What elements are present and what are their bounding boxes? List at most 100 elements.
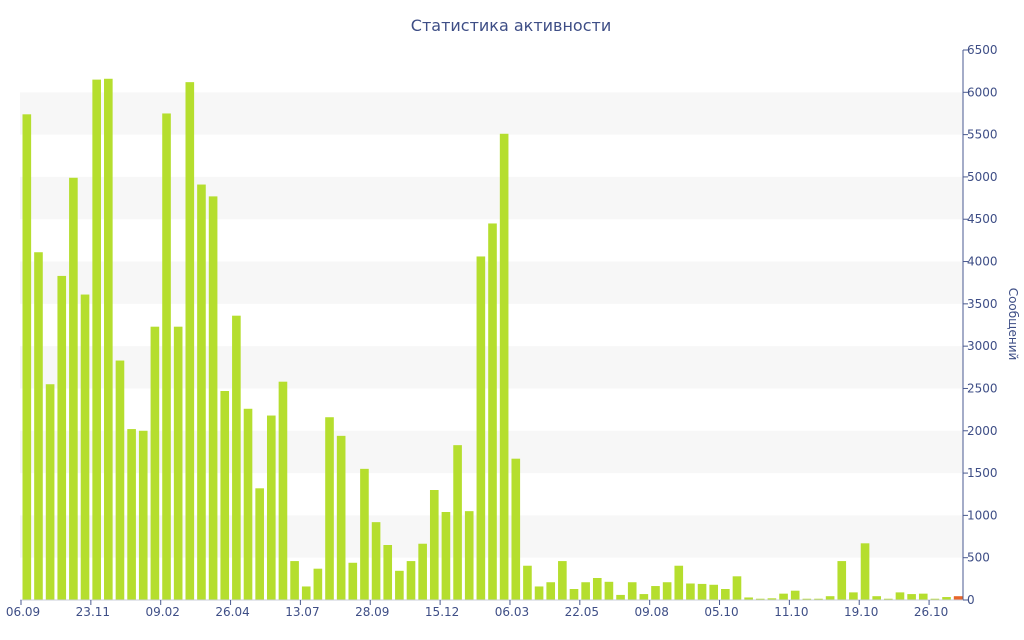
bar [162, 113, 171, 601]
bar [34, 252, 43, 601]
bar [499, 133, 509, 600]
bar [45, 384, 55, 600]
x-tick-label: 05.10 [704, 605, 738, 619]
y-tick-label: 3500 [967, 297, 998, 311]
y-tick-label: 2500 [967, 381, 998, 395]
bar [406, 561, 416, 600]
bar [767, 598, 777, 600]
bar [266, 415, 276, 600]
bar [662, 582, 672, 600]
x-tick-label: 28.09 [355, 605, 389, 619]
bar [278, 381, 288, 600]
bar [837, 561, 847, 600]
bar [511, 458, 521, 600]
bar [104, 78, 113, 600]
bar [360, 468, 369, 600]
bar [115, 360, 125, 600]
bar [185, 82, 195, 600]
bar [325, 417, 334, 600]
bar [22, 114, 32, 600]
x-tick-label: 09.02 [146, 605, 180, 619]
grid-band [20, 92, 963, 135]
bar [290, 561, 299, 600]
bar [127, 429, 136, 600]
bar [942, 597, 951, 600]
bar [686, 583, 695, 600]
bar [534, 586, 544, 600]
x-tick-label: 15.12 [425, 605, 459, 619]
y-tick-label: 2000 [967, 424, 998, 438]
x-tick-label: 09.08 [634, 605, 668, 619]
bar [616, 594, 625, 600]
bar [197, 184, 206, 601]
bar [220, 391, 230, 600]
bar [243, 408, 253, 600]
x-tick-label: 23.11 [76, 605, 110, 619]
bar [709, 584, 719, 600]
x-tick-label: 11.10 [774, 605, 808, 619]
bar [546, 582, 556, 600]
bar [301, 586, 311, 600]
bar [395, 570, 404, 600]
bar [918, 593, 928, 600]
x-axis: 06.09 23.11 09.02 26.04 13.07 28.09 15.12 06.03… [6, 599, 963, 619]
y-tick-label: 500 [967, 551, 990, 565]
bar [814, 598, 823, 600]
bar [732, 576, 742, 600]
y-tick-label: 3000 [967, 339, 998, 353]
chart-title: Статистика активности [411, 16, 611, 35]
bar-highlight [953, 596, 963, 600]
bar [872, 596, 881, 600]
bar [232, 315, 241, 600]
x-tick-label: 26.10 [914, 605, 948, 619]
bar [825, 596, 835, 600]
x-tick-label: 06.03 [495, 605, 529, 619]
bar [895, 592, 905, 600]
x-tick-label: 19.10 [844, 605, 878, 619]
bar [849, 592, 858, 600]
bar [639, 594, 649, 600]
bar [255, 488, 264, 600]
bar [348, 562, 358, 600]
y-tick-label: 1000 [967, 508, 998, 522]
bar [488, 223, 497, 600]
bar [581, 582, 590, 600]
y-tick-label: 0 [967, 593, 975, 607]
bars [22, 78, 963, 601]
bar [313, 568, 323, 600]
bar [453, 445, 462, 600]
bar [464, 511, 474, 600]
bar [627, 582, 637, 600]
y-tick-label: 5000 [967, 170, 998, 184]
y-axis-label: Сообщений [1006, 288, 1020, 361]
bar [208, 196, 218, 600]
bar [651, 586, 660, 600]
bar [697, 583, 707, 600]
bar [336, 435, 346, 600]
bar [173, 326, 183, 600]
y-tick-label: 1500 [967, 466, 998, 480]
y-tick-label: 6500 [967, 43, 998, 57]
x-tick-label: 22.05 [565, 605, 599, 619]
bar [418, 543, 427, 600]
y-tick-label: 5500 [967, 128, 998, 142]
bar [80, 294, 90, 600]
bar [371, 522, 381, 600]
y-tick-label: 4000 [967, 255, 998, 269]
bar [884, 598, 893, 600]
bar [69, 177, 78, 600]
bar [523, 565, 532, 600]
bar [150, 326, 160, 600]
y-tick-label: 6000 [967, 85, 998, 99]
y-tick-label: 4500 [967, 212, 998, 226]
bar [930, 598, 940, 600]
bar [744, 597, 753, 600]
bar [476, 256, 486, 600]
x-tick-label: 06.09 [6, 605, 40, 619]
bar [790, 590, 800, 600]
x-tick-label: 26.04 [215, 605, 249, 619]
bar [592, 578, 602, 600]
bar [779, 593, 788, 600]
bar [604, 581, 614, 600]
bar [441, 512, 451, 600]
